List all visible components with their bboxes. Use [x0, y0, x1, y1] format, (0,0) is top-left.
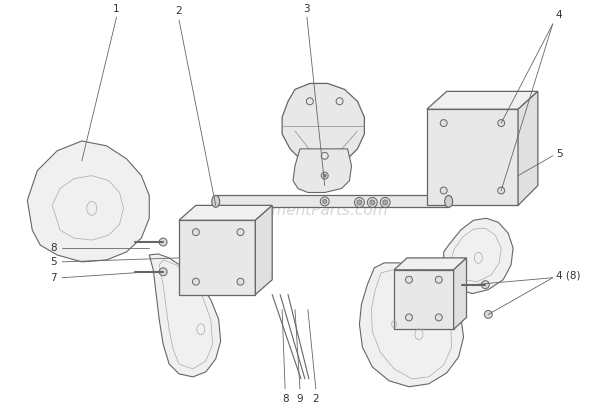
Polygon shape — [179, 205, 272, 220]
Polygon shape — [149, 254, 221, 377]
Ellipse shape — [192, 228, 199, 235]
Ellipse shape — [355, 197, 365, 207]
Polygon shape — [179, 220, 255, 295]
Text: 4 (8): 4 (8) — [556, 271, 580, 281]
Polygon shape — [427, 91, 538, 109]
Ellipse shape — [383, 200, 388, 205]
Polygon shape — [282, 84, 365, 169]
Text: 1: 1 — [113, 4, 120, 14]
Polygon shape — [216, 195, 448, 207]
Ellipse shape — [435, 276, 442, 283]
Ellipse shape — [481, 281, 489, 288]
Ellipse shape — [322, 152, 328, 159]
Ellipse shape — [368, 197, 377, 207]
Ellipse shape — [323, 174, 326, 177]
Ellipse shape — [380, 197, 390, 207]
Ellipse shape — [445, 195, 453, 207]
Text: 3: 3 — [304, 4, 310, 14]
Ellipse shape — [440, 120, 447, 126]
Polygon shape — [293, 149, 352, 193]
Polygon shape — [27, 141, 149, 262]
Text: 5: 5 — [51, 257, 57, 267]
Ellipse shape — [159, 238, 167, 246]
Ellipse shape — [192, 278, 199, 285]
Polygon shape — [359, 263, 464, 387]
Polygon shape — [255, 205, 272, 295]
Ellipse shape — [306, 98, 313, 105]
Ellipse shape — [498, 187, 504, 194]
Ellipse shape — [357, 200, 362, 205]
Polygon shape — [394, 270, 454, 329]
Ellipse shape — [435, 314, 442, 321]
Polygon shape — [454, 258, 467, 329]
Text: 4: 4 — [556, 10, 562, 20]
Ellipse shape — [370, 200, 375, 205]
Ellipse shape — [320, 197, 329, 206]
Ellipse shape — [484, 310, 492, 318]
Ellipse shape — [237, 228, 244, 235]
Text: 2: 2 — [176, 6, 182, 16]
Polygon shape — [427, 109, 518, 205]
Text: 2: 2 — [313, 394, 319, 404]
Ellipse shape — [212, 195, 219, 207]
Ellipse shape — [405, 276, 412, 283]
Ellipse shape — [405, 314, 412, 321]
Text: 5: 5 — [556, 149, 562, 159]
Text: 7: 7 — [51, 273, 57, 283]
Polygon shape — [394, 258, 467, 270]
Ellipse shape — [159, 268, 167, 276]
Ellipse shape — [498, 120, 504, 126]
Text: eReplacementParts.com: eReplacementParts.com — [202, 203, 388, 218]
Text: 9: 9 — [297, 394, 303, 404]
Text: 8: 8 — [282, 394, 289, 404]
Ellipse shape — [440, 187, 447, 194]
Ellipse shape — [323, 200, 327, 204]
Ellipse shape — [336, 98, 343, 105]
Polygon shape — [444, 218, 513, 294]
Polygon shape — [518, 91, 538, 205]
Ellipse shape — [322, 172, 328, 179]
Ellipse shape — [237, 278, 244, 285]
Text: 8: 8 — [51, 243, 57, 253]
